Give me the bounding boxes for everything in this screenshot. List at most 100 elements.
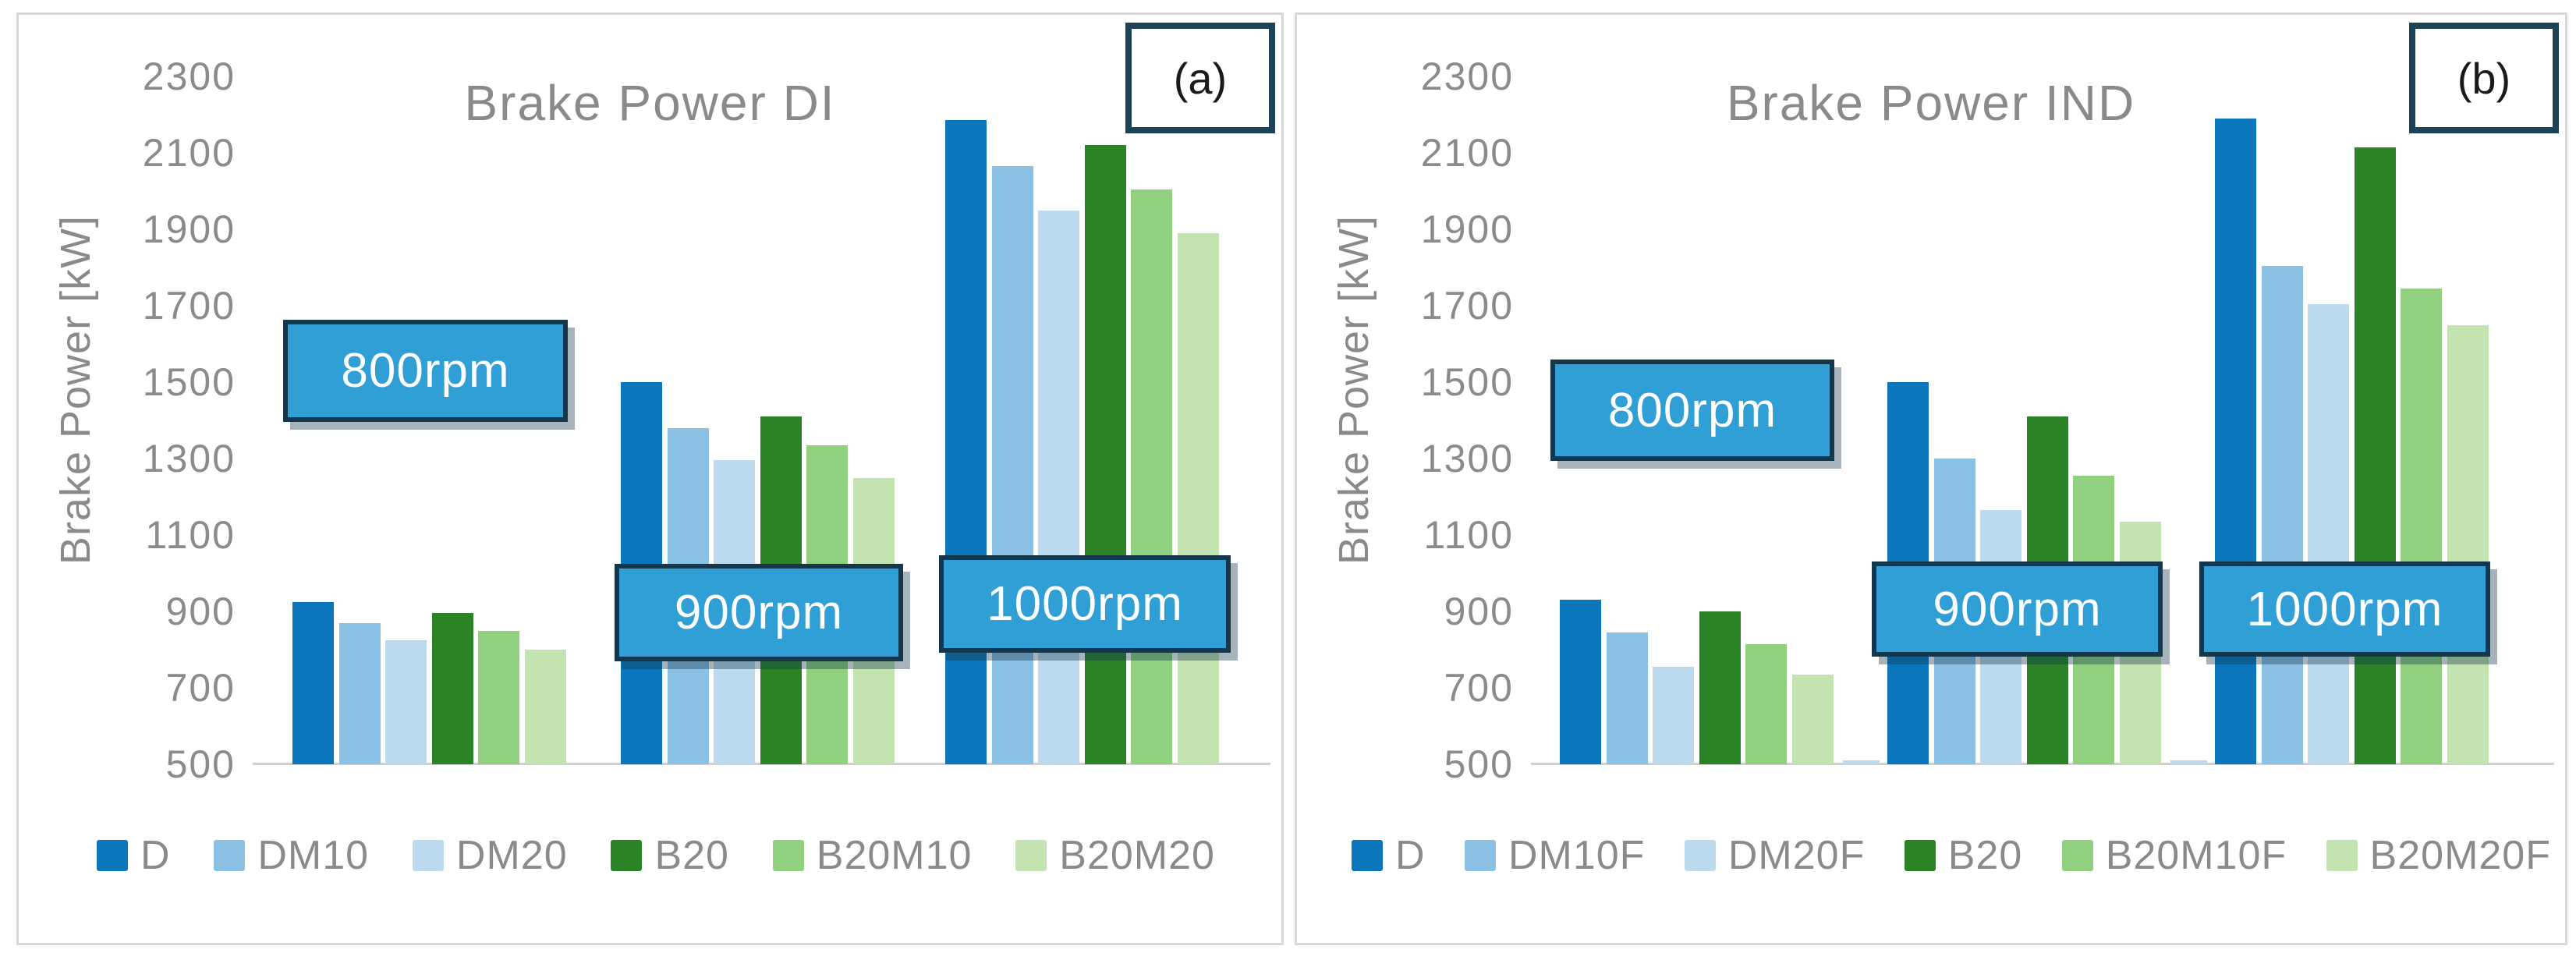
legend-item: B20 [611, 832, 729, 879]
plot-area: 800rpm 900rpm 1000rpm [19, 15, 1281, 943]
legend-item: DM10F [1464, 832, 1646, 879]
bar-dm10f-800rpm [1606, 632, 1648, 764]
bar-b20-800rpm [431, 613, 473, 764]
legend-item: DM20F [1684, 832, 1866, 879]
y-tick-label: 2100 [142, 131, 236, 175]
y-tick-label: 1900 [142, 207, 236, 251]
bar-d-800rpm [1560, 600, 1601, 764]
y-tick-label: 900 [165, 590, 236, 633]
bar-b20m10f-1000rpm [2401, 288, 2443, 764]
y-tick-label: 1900 [1420, 207, 1514, 251]
rpm-annotation-box: 800rpm [1550, 360, 1834, 461]
bar-b20-800rpm [1699, 611, 1741, 764]
legend-swatch-icon [2326, 840, 2358, 871]
bar-d-800rpm [292, 601, 334, 764]
bar-b20-1000rpm [2354, 147, 2396, 764]
legend: D DM10F DM20F B20 B20M10F B20M20F [1352, 832, 2551, 879]
legend-item-label: DM10 [257, 833, 370, 878]
legend-item-label: B20M10F [2105, 833, 2287, 878]
y-tick-label: 2100 [1420, 131, 1514, 175]
legend-item: B20M10 [772, 832, 973, 879]
legend-swatch-icon [97, 840, 128, 871]
legend-item-label: DM20 [455, 833, 568, 878]
panel-label-box: (a) [1125, 23, 1275, 133]
rpm-annotation-box: 1000rpm [2199, 561, 2490, 657]
chart-panel-ind: Brake Power IND (b) Brake Power [kW] 230… [1295, 12, 2567, 945]
stub-bar [1843, 760, 1880, 764]
y-tick-label: 1500 [142, 360, 236, 404]
bar-b20m20f-1000rpm [2447, 324, 2489, 764]
legend-item-label: D [140, 833, 171, 878]
chart-title: Brake Power DI [464, 75, 836, 131]
y-tick-label: 500 [1444, 742, 1514, 786]
bar-b20m10-800rpm [478, 630, 520, 764]
y-tick-label: 1300 [1420, 437, 1514, 480]
legend-swatch-icon [214, 840, 246, 871]
bar-b20m20-800rpm [525, 650, 566, 764]
legend-item: DM10 [214, 832, 369, 879]
legend-item: B20M10F [2061, 832, 2287, 879]
bar-dm20-1000rpm [1038, 210, 1080, 764]
rpm-annotation-box: 900rpm [1872, 561, 2163, 657]
rpm-annotation-box: 900rpm [615, 564, 903, 661]
plot-area: 800rpm 900rpm 1000rpm [1297, 15, 2565, 943]
legend-item-label: DM10F [1508, 833, 1646, 878]
bar-b20-1000rpm [1084, 145, 1126, 764]
bar-dm20-800rpm [385, 639, 427, 764]
legend-item: B20M20 [1015, 832, 1215, 879]
y-tick-label: 1500 [1420, 360, 1514, 404]
panel-label: (a) [1173, 53, 1228, 103]
chart-title: Brake Power IND [1726, 75, 2136, 131]
y-tick-label: 1100 [145, 513, 236, 557]
legend-item: D [97, 832, 171, 879]
legend-item-label: B20 [1947, 833, 2023, 878]
y-tick-label: 700 [165, 666, 236, 710]
y-tick-label: 1100 [1423, 513, 1514, 557]
legend-item: DM20 [412, 832, 568, 879]
bar-dm10-1000rpm [991, 166, 1033, 764]
legend: D DM10 DM20 B20 B20M10 B20M20 [97, 832, 1215, 879]
y-tick-label: 1700 [1420, 284, 1514, 328]
bar-b20m20f-800rpm [1792, 674, 1834, 764]
y-tick-label: 2300 [1420, 55, 1514, 98]
legend-swatch-icon [772, 840, 804, 871]
panel-label-box: (b) [2409, 23, 2559, 133]
y-tick-label: 900 [1444, 590, 1514, 633]
rpm-annotation-box: 800rpm [283, 320, 568, 422]
legend-item-label: B20M10 [816, 833, 973, 878]
bar-b20m10-1000rpm [1131, 189, 1173, 764]
bar-d-1000rpm [2215, 118, 2256, 764]
legend-swatch-icon [611, 840, 643, 871]
chart-panel-di: Brake Power DI (a) Brake Power [kW] 2300… [16, 12, 1284, 945]
legend-swatch-icon [412, 840, 444, 871]
bar-b20m20-1000rpm [1178, 232, 1219, 764]
rpm-annotation-box: 1000rpm [939, 555, 1231, 653]
legend-item: B20M20F [2326, 832, 2551, 879]
bar-dm10-800rpm [338, 622, 381, 764]
legend-item-label: B20M20 [1059, 833, 1215, 878]
legend-item: B20 [1904, 832, 2023, 879]
stub-bar [2170, 760, 2207, 764]
bar-d-1000rpm [945, 120, 987, 764]
legend-swatch-icon [1015, 840, 1047, 871]
bar-b20m10f-800rpm [1745, 643, 1788, 764]
legend-item-label: B20M20F [2369, 833, 2551, 878]
y-tick-label: 2300 [142, 55, 236, 98]
legend-swatch-icon [1464, 840, 1496, 871]
legend-item-label: B20 [654, 833, 729, 878]
legend-swatch-icon [1684, 840, 1716, 871]
y-tick-label: 1300 [142, 437, 236, 480]
legend-item: D [1352, 832, 1426, 879]
legend-swatch-icon [1904, 840, 1936, 871]
legend-item-label: DM20F [1727, 833, 1866, 878]
bar-dm20f-1000rpm [2308, 303, 2350, 764]
y-tick-label: 700 [1444, 666, 1514, 710]
bar-dm20f-800rpm [1653, 667, 1695, 764]
legend-swatch-icon [2061, 840, 2093, 871]
legend-item-label: D [1395, 833, 1426, 878]
bar-dm10f-1000rpm [2261, 265, 2303, 764]
y-tick-label: 500 [165, 742, 236, 786]
y-tick-label: 1700 [142, 284, 236, 328]
panel-label: (b) [2457, 53, 2511, 103]
